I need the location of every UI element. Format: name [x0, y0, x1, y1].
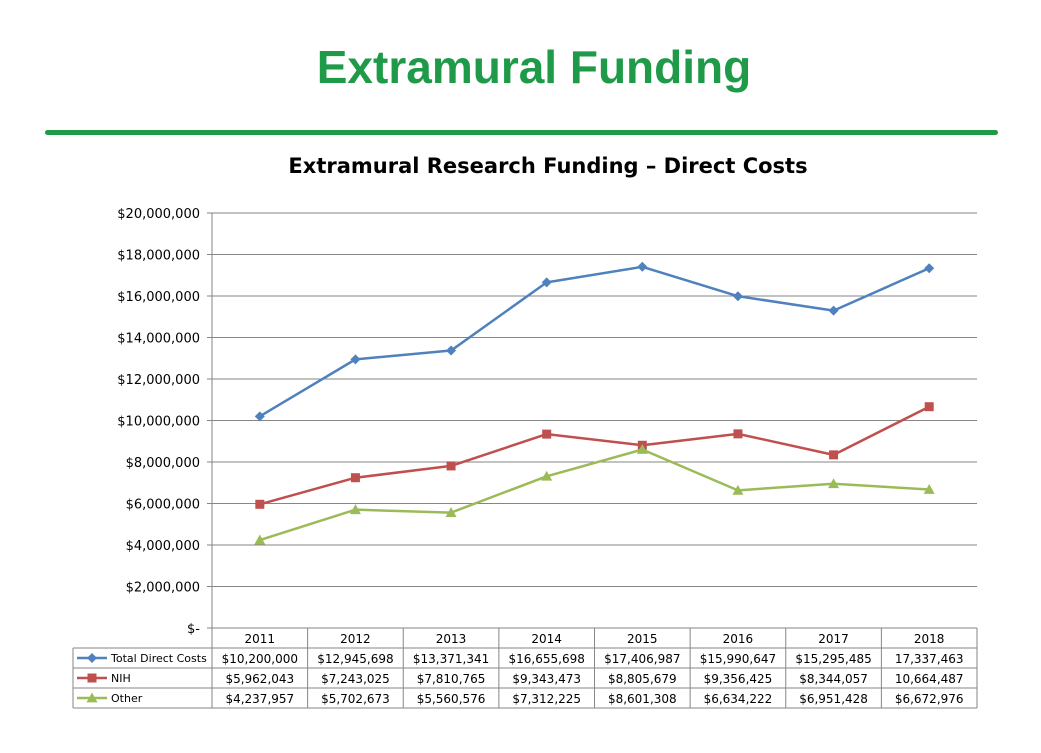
x-category-label: 2013	[436, 632, 467, 646]
legend-label-other: Other	[111, 692, 143, 705]
table-value: $9,343,473	[512, 672, 581, 686]
data-point-total-direct-costs	[828, 305, 839, 316]
series-line-other	[259, 448, 930, 542]
x-category-label: 2018	[914, 632, 945, 646]
y-tick-label: $8,000,000	[126, 456, 200, 471]
table-value: $5,702,673	[321, 692, 390, 706]
y-tick-label: $14,000,000	[117, 332, 200, 347]
y-tick-label: $20,000,000	[117, 207, 200, 222]
y-tick-label: $2,000,000	[126, 581, 200, 596]
table-value: $5,962,043	[225, 672, 294, 686]
data-point-total-direct-costs	[350, 354, 361, 365]
y-tick-label: $4,000,000	[126, 539, 200, 554]
legend-marker-total-direct-costs	[87, 653, 97, 663]
table-value: $12,945,698	[317, 652, 393, 666]
x-category-label: 2016	[723, 632, 754, 646]
data-point-nih	[542, 429, 552, 439]
series-line-nih	[259, 405, 930, 506]
table-value: $6,634,222	[704, 692, 773, 706]
legend-label-nih: NIH	[111, 672, 131, 685]
x-category-label: 2015	[627, 632, 658, 646]
data-point-other	[923, 484, 935, 494]
title-divider	[45, 130, 998, 135]
data-point-total-direct-costs	[924, 263, 935, 274]
data-point-total-direct-costs	[541, 277, 552, 288]
y-tick-label: $12,000,000	[117, 373, 200, 388]
data-point-nih	[255, 499, 265, 509]
data-point-total-direct-costs	[732, 291, 743, 302]
x-category-label: 2012	[340, 632, 371, 646]
table-value: $7,312,225	[512, 692, 581, 706]
data-point-total-direct-costs	[254, 411, 265, 422]
data-point-total-direct-costs	[637, 261, 648, 272]
table-value: $4,237,957	[225, 692, 294, 706]
data-point-nih	[733, 429, 743, 439]
legend-marker-nih	[87, 673, 97, 683]
data-point-other	[349, 504, 361, 515]
table-value: $5,560,576	[417, 692, 486, 706]
table-value: $8,344,057	[799, 672, 868, 686]
legend-marker-other	[86, 692, 98, 703]
x-category-label: 2014	[531, 632, 562, 646]
x-category-label: 2011	[245, 632, 276, 646]
data-point-other	[254, 534, 266, 545]
table-value: $8,805,679	[608, 672, 677, 686]
table-value: $13,371,341	[413, 652, 489, 666]
y-tick-label: $16,000,000	[117, 290, 200, 305]
table-value: $15,295,485	[795, 652, 871, 666]
y-tick-label: $-	[187, 622, 200, 637]
data-point-nih	[829, 450, 839, 460]
data-point-other	[541, 470, 553, 481]
table-value: 17,337,463	[895, 652, 964, 666]
table-value: 10,664,487	[895, 672, 964, 686]
y-tick-label: $6,000,000	[126, 498, 200, 513]
table-value: $8,601,308	[608, 692, 677, 706]
y-tick-label: $10,000,000	[117, 415, 200, 430]
table-value: $16,655,698	[509, 652, 585, 666]
table-value: $15,990,647	[700, 652, 776, 666]
table-value: $10,200,000	[222, 652, 298, 666]
data-point-other	[732, 484, 744, 495]
series-line-total-direct-costs	[259, 265, 930, 418]
table-value: $9,356,425	[704, 672, 773, 686]
data-point-nih	[924, 402, 934, 412]
data-point-other	[445, 507, 457, 518]
data-point-total-direct-costs	[446, 345, 457, 356]
data-point-other	[636, 444, 648, 454]
table-value: $6,951,428	[799, 692, 868, 706]
data-point-other	[828, 478, 840, 489]
y-tick-label: $18,000,000	[117, 249, 200, 264]
data-point-nih	[350, 473, 360, 483]
table-value: $7,810,765	[417, 672, 486, 686]
table-value: $6,672,976	[895, 692, 964, 706]
slide-title: Extramural Funding	[316, 41, 752, 93]
chart-title: Extramural Research Funding – Direct Cos…	[288, 154, 808, 178]
table-value: $7,243,025	[321, 672, 390, 686]
data-point-nih	[446, 461, 456, 471]
legend-label-total-direct-costs: Total Direct Costs	[110, 652, 207, 665]
table-value: $17,406,987	[604, 652, 680, 666]
x-category-label: 2017	[818, 632, 849, 646]
